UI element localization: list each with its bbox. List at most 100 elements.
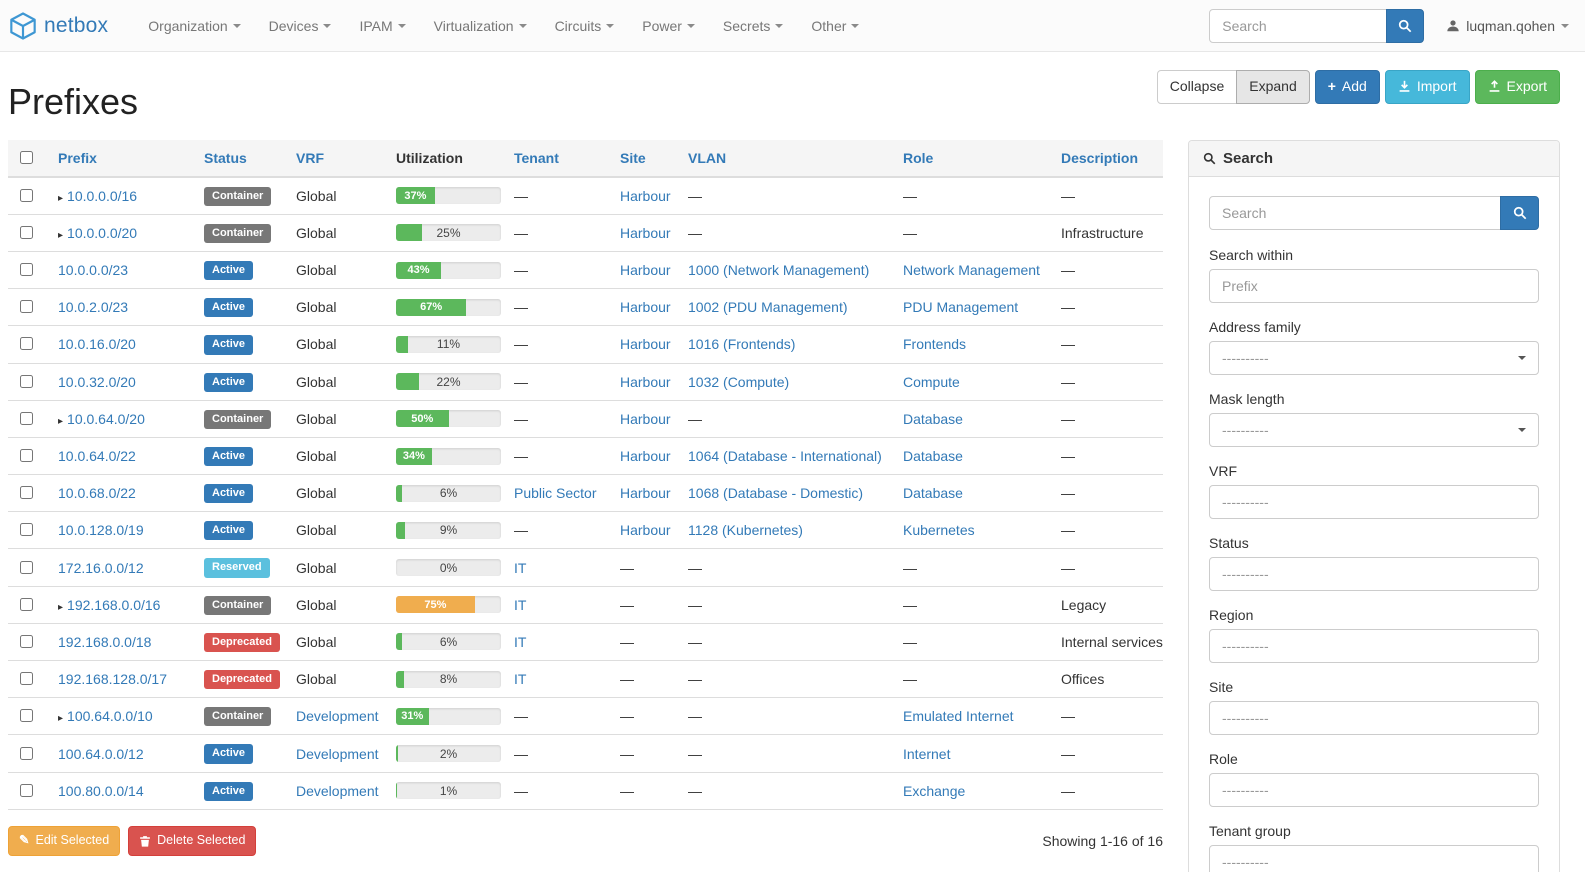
navbar-search-button[interactable] — [1386, 8, 1425, 43]
prefix-link[interactable]: 100.80.0.0/14 — [58, 782, 144, 799]
vlan-link[interactable]: 1032 (Compute) — [688, 373, 790, 390]
prefix-link[interactable]: 100.64.0.0/10 — [67, 708, 153, 725]
filter-box-tenant-group[interactable]: ---------- — [1209, 844, 1539, 872]
row-checkbox[interactable] — [20, 411, 33, 425]
site-link[interactable]: Harbour — [620, 187, 671, 204]
vlan-link[interactable]: 1000 (Network Management) — [688, 262, 870, 279]
filter-box-site[interactable]: ---------- — [1209, 700, 1539, 735]
site-link[interactable]: Harbour — [620, 262, 671, 279]
prefix-link[interactable]: 192.168.0.0/18 — [58, 633, 152, 650]
prefix-link[interactable]: 10.0.64.0/20 — [67, 410, 145, 427]
site-link[interactable]: Harbour — [620, 373, 671, 390]
prefix-link[interactable]: 10.0.2.0/23 — [58, 299, 129, 316]
nav-menu-circuits[interactable]: Circuits — [541, 0, 629, 51]
vrf-link[interactable]: Development — [296, 745, 379, 762]
add-button[interactable]: + Add — [1314, 70, 1380, 104]
row-checkbox[interactable] — [20, 634, 33, 648]
vlan-link[interactable]: 1002 (PDU Management) — [688, 299, 848, 316]
import-button[interactable]: Import — [1384, 70, 1470, 104]
navbar-search-input[interactable] — [1209, 8, 1388, 43]
prefix-link[interactable]: 10.0.128.0/19 — [58, 522, 144, 539]
nav-menu-secrets[interactable]: Secrets — [709, 0, 797, 51]
role-link[interactable]: Internet — [903, 745, 951, 762]
site-link[interactable]: Harbour — [620, 448, 671, 464]
row-checkbox[interactable] — [20, 263, 33, 277]
expand-arrow-icon[interactable]: ▸ — [58, 713, 64, 725]
filter-search-input[interactable] — [1209, 195, 1501, 230]
netbox-logo[interactable]: netbox — [8, 11, 108, 41]
role-link[interactable]: Emulated Internet — [903, 708, 1014, 725]
prefix-link[interactable]: 100.64.0.0/12 — [58, 745, 144, 762]
filter-input-search-within[interactable] — [1209, 268, 1539, 303]
filter-select-address-family[interactable]: ---------- — [1209, 340, 1539, 375]
site-link[interactable]: Harbour — [620, 224, 671, 241]
column-sort-link[interactable]: VRF — [296, 149, 324, 166]
column-sort-link[interactable]: VLAN — [688, 149, 727, 166]
column-sort-link[interactable]: Role — [903, 149, 934, 166]
row-checkbox[interactable] — [20, 783, 33, 797]
nav-menu-other[interactable]: Other — [797, 0, 873, 51]
site-link[interactable]: Harbour — [620, 299, 671, 316]
filter-box-vrf[interactable]: ---------- — [1209, 484, 1539, 519]
column-sort-link[interactable]: Tenant — [514, 149, 559, 166]
role-link[interactable]: Compute — [903, 373, 960, 390]
column-sort-link[interactable]: Description — [1061, 149, 1139, 166]
filter-box-role[interactable]: ---------- — [1209, 772, 1539, 807]
site-link[interactable]: Harbour — [620, 410, 671, 427]
row-checkbox[interactable] — [20, 300, 33, 314]
expand-arrow-icon[interactable]: ▸ — [58, 601, 64, 613]
row-checkbox[interactable] — [20, 449, 33, 462]
expand-arrow-icon[interactable]: ▸ — [58, 415, 64, 427]
prefix-link[interactable]: 10.0.0.0/16 — [67, 187, 138, 204]
column-sort-link[interactable]: Status — [204, 149, 247, 166]
nav-menu-devices[interactable]: Devices — [255, 0, 346, 51]
role-link[interactable]: PDU Management — [903, 299, 1019, 316]
prefix-link[interactable]: 172.16.0.0/12 — [58, 559, 144, 576]
tenant-link[interactable]: IT — [514, 596, 527, 613]
role-link[interactable]: Database — [903, 448, 963, 464]
tenant-link[interactable]: IT — [514, 671, 527, 688]
tenant-link[interactable]: IT — [514, 633, 527, 650]
vlan-link[interactable]: 1128 (Kubernetes) — [688, 522, 803, 539]
column-sort-link[interactable]: Site — [620, 149, 646, 166]
nav-menu-virtualization[interactable]: Virtualization — [420, 0, 541, 51]
row-checkbox[interactable] — [20, 597, 33, 611]
filter-box-region[interactable]: ---------- — [1209, 628, 1539, 663]
vlan-link[interactable]: 1064 (Database - International) — [688, 448, 882, 464]
prefix-link[interactable]: 10.0.0.0/23 — [58, 262, 129, 279]
row-checkbox[interactable] — [20, 486, 33, 500]
nav-menu-power[interactable]: Power — [628, 0, 709, 51]
row-checkbox[interactable] — [20, 225, 33, 239]
user-menu[interactable]: luqman.qohen — [1446, 18, 1569, 34]
collapse-button[interactable]: Collapse — [1156, 70, 1238, 104]
site-link[interactable]: Harbour — [620, 522, 671, 539]
vlan-link[interactable]: 1068 (Database - Domestic) — [688, 485, 864, 502]
expand-arrow-icon[interactable]: ▸ — [58, 192, 64, 204]
expand-button[interactable]: Expand — [1236, 70, 1310, 104]
prefix-link[interactable]: 10.0.32.0/20 — [58, 373, 136, 390]
row-checkbox[interactable] — [20, 560, 33, 574]
role-link[interactable]: Database — [903, 410, 963, 427]
role-link[interactable]: Network Management — [903, 262, 1040, 279]
tenant-link[interactable]: IT — [514, 559, 527, 576]
site-link[interactable]: Harbour — [620, 485, 671, 502]
row-checkbox[interactable] — [20, 188, 33, 202]
filter-box-status[interactable]: ---------- — [1209, 556, 1539, 591]
prefix-link[interactable]: 10.0.16.0/20 — [58, 336, 136, 353]
delete-selected-button[interactable]: Delete Selected — [128, 825, 257, 856]
row-checkbox[interactable] — [20, 746, 33, 760]
role-link[interactable]: Database — [903, 485, 963, 502]
prefix-link[interactable]: 10.0.68.0/22 — [58, 485, 136, 502]
vrf-link[interactable]: Development — [296, 708, 379, 725]
filter-search-button[interactable] — [1500, 195, 1539, 230]
vrf-link[interactable]: Development — [296, 782, 379, 799]
column-sort-link[interactable]: Prefix — [58, 149, 97, 166]
prefix-link[interactable]: 192.168.128.0/17 — [58, 671, 167, 688]
vlan-link[interactable]: 1016 (Frontends) — [688, 336, 796, 353]
row-checkbox[interactable] — [20, 672, 33, 686]
export-button[interactable]: Export — [1474, 70, 1560, 104]
nav-menu-organization[interactable]: Organization — [134, 0, 254, 51]
filter-select-mask-length[interactable]: ---------- — [1209, 412, 1539, 447]
prefix-link[interactable]: 192.168.0.0/16 — [67, 596, 161, 613]
role-link[interactable]: Frontends — [903, 336, 967, 353]
